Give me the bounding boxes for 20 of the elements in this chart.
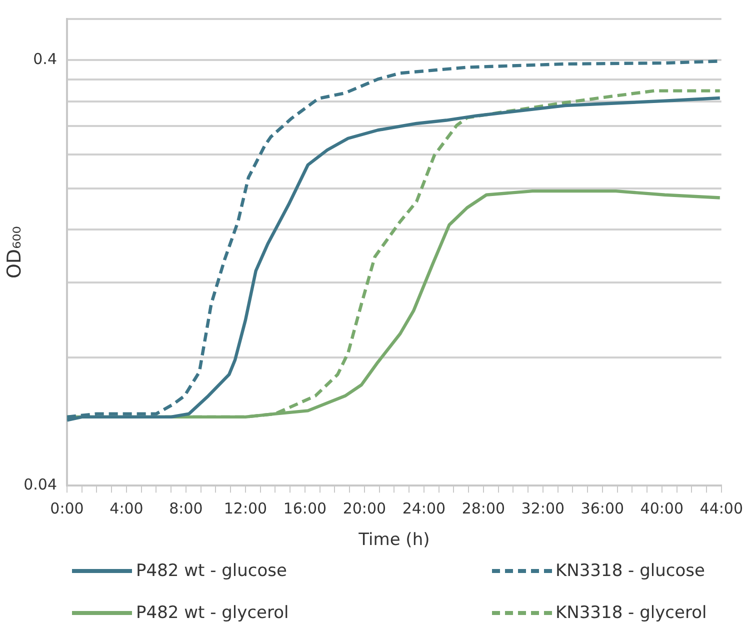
x-tick-label: 20:00 (342, 499, 386, 518)
x-tick-label: 0:00 (50, 499, 84, 518)
x-tick-label: 12:00 (224, 499, 268, 518)
x-tick-label: 40:00 (640, 499, 684, 518)
x-tick-label: 8:00 (169, 499, 203, 518)
legend-label: KN3318 - glucose (556, 561, 705, 581)
legend-label: P482 wt - glucose (136, 561, 287, 581)
x-tick-label: 24:00 (402, 499, 446, 518)
x-tick-label: 4:00 (110, 499, 144, 518)
y-tick-label: 0.04 (24, 475, 57, 494)
y-tick-label: 0.4 (33, 50, 57, 68)
x-tick-label: 32:00 (521, 499, 565, 518)
x-axis-title: Time (h) (358, 530, 430, 550)
x-tick-label: 36:00 (580, 499, 624, 518)
x-tick-label: 16:00 (283, 499, 327, 518)
legend-label: KN3318 - glycerol (556, 603, 707, 623)
x-tick-label: 44:00 (700, 499, 744, 518)
y-axis-title: OD₆₀₀ (3, 226, 26, 279)
x-tick-label: 28:00 (462, 499, 506, 518)
legend-label: P482 wt - glycerol (136, 603, 289, 623)
